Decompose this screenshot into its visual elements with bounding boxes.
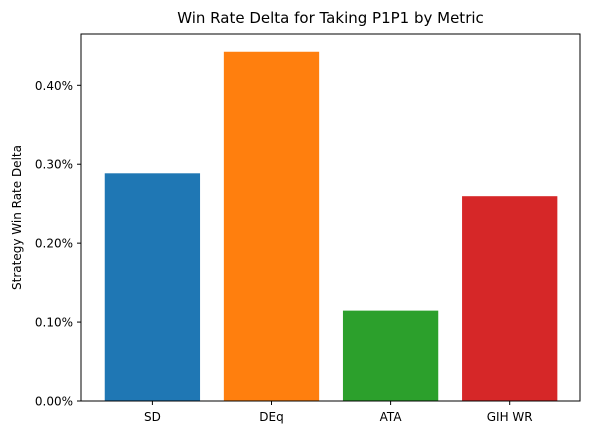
plot-frame bbox=[80, 33, 581, 402]
ticks-layer: SD DEq ATA GIH WR 0.00% 0.10% 0.20% 0.30% 0.40% bbox=[35, 79, 533, 424]
bar-gih-wr bbox=[462, 196, 558, 401]
y-axis-label: Strategy Win Rate Delta bbox=[10, 145, 24, 290]
x-tick-label: GIH WR bbox=[487, 410, 533, 424]
y-tick-label: 0.00% bbox=[35, 395, 73, 409]
y-tick-label: 0.10% bbox=[35, 316, 73, 330]
y-tick-label: 0.30% bbox=[35, 158, 73, 172]
x-tick-label: DEq bbox=[259, 410, 283, 424]
bar-ata bbox=[342, 310, 439, 401]
chart-title: Win Rate Delta for Taking P1P1 by Metric bbox=[177, 9, 484, 27]
y-tick-label: 0.40% bbox=[35, 79, 73, 93]
bar-deq bbox=[223, 51, 320, 402]
x-tick-label: ATA bbox=[380, 410, 403, 424]
y-tick-label: 0.20% bbox=[35, 237, 73, 251]
x-tick-label: SD bbox=[144, 410, 161, 424]
bar-sd bbox=[104, 173, 201, 401]
bars-layer bbox=[104, 51, 558, 402]
